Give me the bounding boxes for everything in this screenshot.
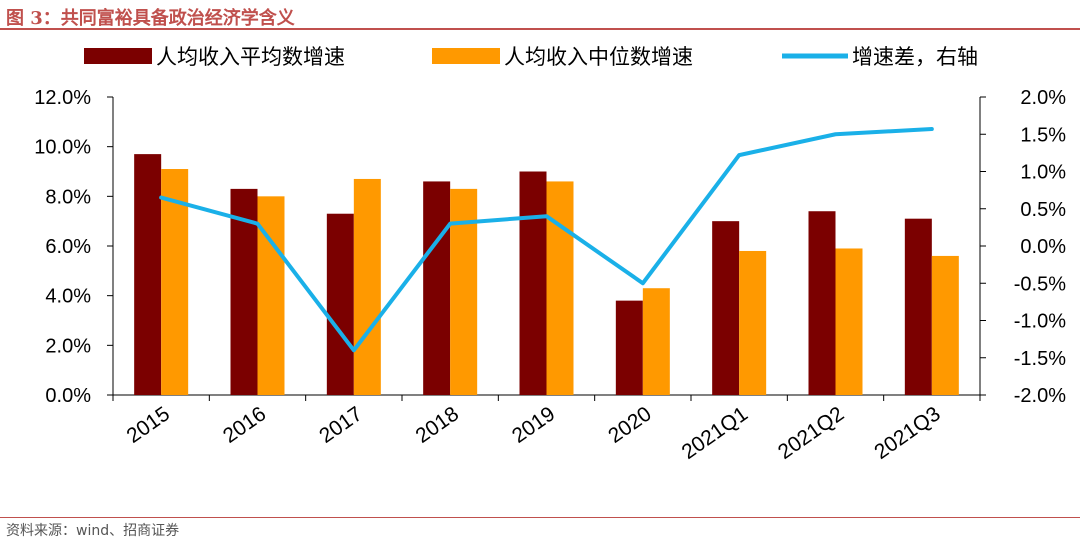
category-labels: 2015 2016 2017 2018 2019 2020 2021Q1 2021Q2 2021… (123, 402, 945, 464)
bar-median (931, 255, 959, 395)
bar-mean (808, 211, 836, 395)
right-tick-label: -1.0% (1014, 311, 1066, 333)
right-tick-label: 1.5% (1020, 124, 1066, 146)
category-label: 2021Q3 (870, 402, 944, 464)
source-note: 资料来源：wind、招商证券 (6, 523, 180, 539)
legend: 人均收入平均数增速 人均收入中位数增速 增速差，右轴 (84, 45, 978, 69)
legend-swatch-median (432, 48, 500, 64)
right-tick-label: 0.0% (1020, 236, 1066, 258)
bar-median (161, 169, 189, 395)
bar-mean (712, 221, 740, 395)
legend-label-diff: 增速差，右轴 (852, 45, 978, 69)
left-tick-label: 12.0% (34, 87, 91, 109)
line-layer (159, 127, 934, 353)
right-tick-label: 1.0% (1020, 162, 1066, 184)
category-label: 2015 (123, 402, 174, 448)
legend-label-mean: 人均收入平均数增速 (156, 45, 345, 69)
category-label: 2019 (508, 402, 559, 448)
source-rule (0, 517, 1080, 518)
category-label: 2021Q2 (774, 402, 848, 464)
legend-label-median: 人均收入中位数增速 (504, 45, 693, 69)
category-label: 2017 (315, 402, 366, 448)
left-tick-label: 2.0% (45, 335, 91, 357)
bar-median (642, 288, 670, 395)
bar-median (353, 178, 381, 395)
bar-mean (326, 213, 354, 395)
left-tick-label: 8.0% (45, 186, 91, 208)
bar-mean (615, 300, 643, 395)
left-tick-label: 4.0% (45, 286, 91, 308)
bar-mean (904, 218, 932, 395)
left-tick-label: 0.0% (45, 385, 91, 407)
legend-swatch-mean (84, 48, 152, 64)
axes: 0.0% 2.0% 4.0% 6.0% 8.0% 10.0% 12.0% -2.0% -1.5%… (34, 87, 1066, 407)
left-tick-label: 10.0% (34, 137, 91, 159)
right-tick-label: 2.0% (1020, 87, 1066, 109)
bar-median (835, 248, 863, 395)
right-tick-label: -2.0% (1014, 385, 1066, 407)
left-tick-label: 6.0% (45, 236, 91, 258)
right-tick-label: -0.5% (1014, 273, 1066, 295)
category-label: 2018 (412, 402, 463, 448)
bar-mean (519, 171, 547, 395)
bars (134, 154, 959, 395)
bar-mean (134, 154, 162, 395)
bar-median (546, 181, 574, 395)
category-label: 2016 (219, 402, 270, 448)
category-label: 2020 (604, 402, 655, 448)
line-diff (159, 127, 934, 353)
right-tick-label: -1.5% (1014, 348, 1066, 370)
category-label: 2021Q1 (678, 402, 752, 464)
figure-title: 图 3：共同富裕具备政治经济学含义 (6, 8, 295, 29)
right-tick-label: 0.5% (1020, 199, 1066, 221)
bar-mean (423, 181, 451, 395)
bar-median (739, 250, 767, 395)
title-rule (0, 28, 1080, 30)
bar-median (450, 188, 478, 395)
